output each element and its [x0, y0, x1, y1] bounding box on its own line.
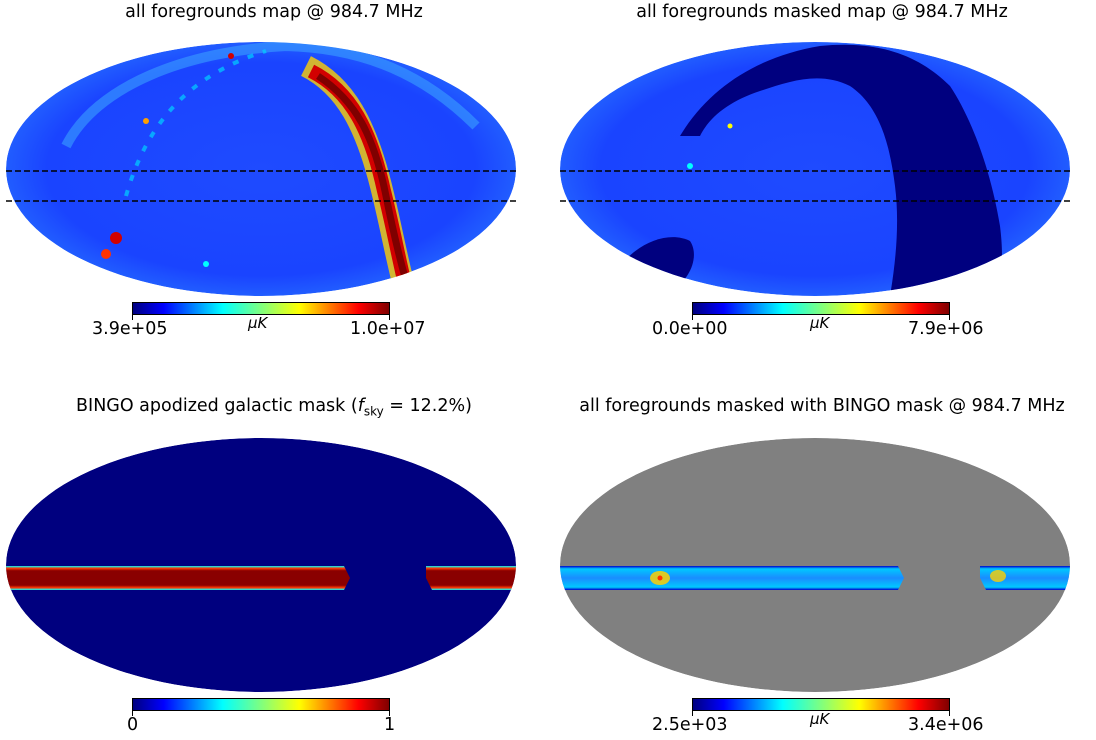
colorbar-min-label: 3.9e+05	[92, 319, 168, 339]
colorbar	[132, 698, 390, 711]
mollweide-map	[560, 438, 1070, 692]
colorbar-unit: μK	[248, 314, 268, 332]
panel-title: all foregrounds masked with BINGO mask @…	[579, 396, 1065, 416]
colorbar	[692, 698, 950, 711]
colorbar-min-label: 0	[127, 715, 139, 735]
mollweide-map	[560, 42, 1070, 296]
colorbar-unit: μK	[810, 314, 830, 332]
panel-title: all foregrounds masked map @ 984.7 MHz	[636, 2, 1008, 22]
colorbar-min-label: 0.0e+00	[652, 319, 728, 339]
panel-title: all foregrounds map @ 984.7 MHz	[125, 2, 423, 22]
panel-bingo-masked-map: all foregrounds masked with BINGO mask @…	[548, 370, 1096, 740]
colorbar	[132, 302, 390, 315]
colorbar-min-label: 2.5e+03	[652, 715, 728, 735]
panel-all-foregrounds: all foregrounds map @ 984.7 MHz 3.9e+05 …	[0, 0, 548, 370]
colorbar-max-label: 3.4e+06	[908, 715, 984, 735]
mollweide-map	[6, 438, 516, 692]
mollweide-map	[6, 42, 516, 296]
panel-bingo-mask: BINGO apodized galactic mask (fsky = 12.…	[0, 370, 548, 740]
colorbar-unit: μK	[810, 710, 830, 728]
colorbar-max-label: 7.9e+06	[908, 319, 984, 339]
panel-title: BINGO apodized galactic mask (fsky = 12.…	[76, 396, 472, 419]
colorbar-max-label: 1	[384, 715, 396, 735]
colorbar-max-label: 1.0e+07	[350, 319, 426, 339]
colorbar	[692, 302, 950, 315]
panel-masked-map: all foregrounds masked map @ 984.7 MHz 0…	[548, 0, 1096, 370]
